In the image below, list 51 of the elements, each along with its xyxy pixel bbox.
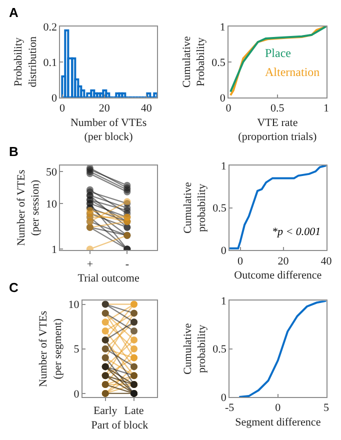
x-tick-label: 20	[98, 102, 110, 115]
y-tick-label: 0	[220, 392, 227, 404]
x-tick-label: -5	[224, 402, 235, 414]
y-tick-label: 0.5	[212, 202, 227, 215]
y-tick-label: 0.5	[212, 344, 227, 356]
y-tick-label: 0.1	[43, 56, 57, 69]
x-tick-label: 5	[324, 402, 330, 414]
x-tick-label: Early	[93, 405, 118, 418]
x-tick-label: 20	[278, 255, 290, 268]
y-tick-label: 1	[220, 160, 226, 172]
y-tick-label: 0	[74, 388, 80, 400]
y-tick-label: 0	[220, 244, 227, 257]
x-tick-label: 0.5	[270, 102, 285, 115]
y-axis-title: Number of VTEs (per session)	[15, 170, 42, 246]
x-tick-label: 40	[320, 255, 332, 268]
x-tick-label: 1	[324, 102, 330, 115]
y-axis-title: Cumulative Probability	[180, 36, 208, 88]
chart-title: B	[9, 144, 18, 159]
y-tick-label: 1	[51, 244, 57, 256]
x-tick-label: 40	[140, 102, 152, 115]
x-tick-label: 0	[238, 255, 244, 268]
chart-title: C	[9, 280, 19, 295]
y-tick-label: 0	[51, 92, 58, 104]
series-label: Place	[265, 46, 291, 60]
y-tick-label: 0	[220, 92, 226, 104]
series-label: Alternation	[265, 65, 320, 79]
chart-title: A	[9, 5, 19, 20]
y-axis-title: Cumulative probability	[182, 182, 208, 234]
y-tick-label: 0.2	[43, 21, 57, 34]
x-axis-title: Trial outcome	[78, 272, 140, 285]
x-tick-label: -	[125, 258, 130, 270]
y-axis-title: Probability distribution	[12, 36, 39, 88]
annotation: *p < 0.001	[272, 226, 321, 238]
x-tick-label: 0	[275, 402, 282, 414]
y-tick-label: 10	[68, 299, 80, 312]
x-axis-title: Segment difference	[235, 416, 321, 428]
y-axis-title: Number of VTEs (per segment)	[38, 310, 64, 387]
x-axis-title: Number of VTEs (per block)	[70, 116, 147, 144]
x-tick-label: Late	[124, 405, 144, 418]
y-tick-label: 10	[46, 198, 58, 210]
y-tick-label: 0.5	[212, 56, 226, 69]
x-tick-label: 0	[60, 102, 66, 115]
x-axis-title: VTE rate (proportion trials)	[238, 116, 318, 144]
x-axis-title: Outcome difference	[234, 270, 322, 282]
x-tick-label: +	[86, 258, 94, 270]
y-axis-title: Cumulative probability	[182, 323, 208, 375]
y-tick-label: 1	[220, 21, 226, 34]
x-axis-title: Part of block	[91, 419, 149, 432]
y-tick-label: 5	[74, 344, 80, 356]
y-tick-label: 50	[46, 166, 58, 178]
y-tick-label: 1	[220, 296, 226, 308]
